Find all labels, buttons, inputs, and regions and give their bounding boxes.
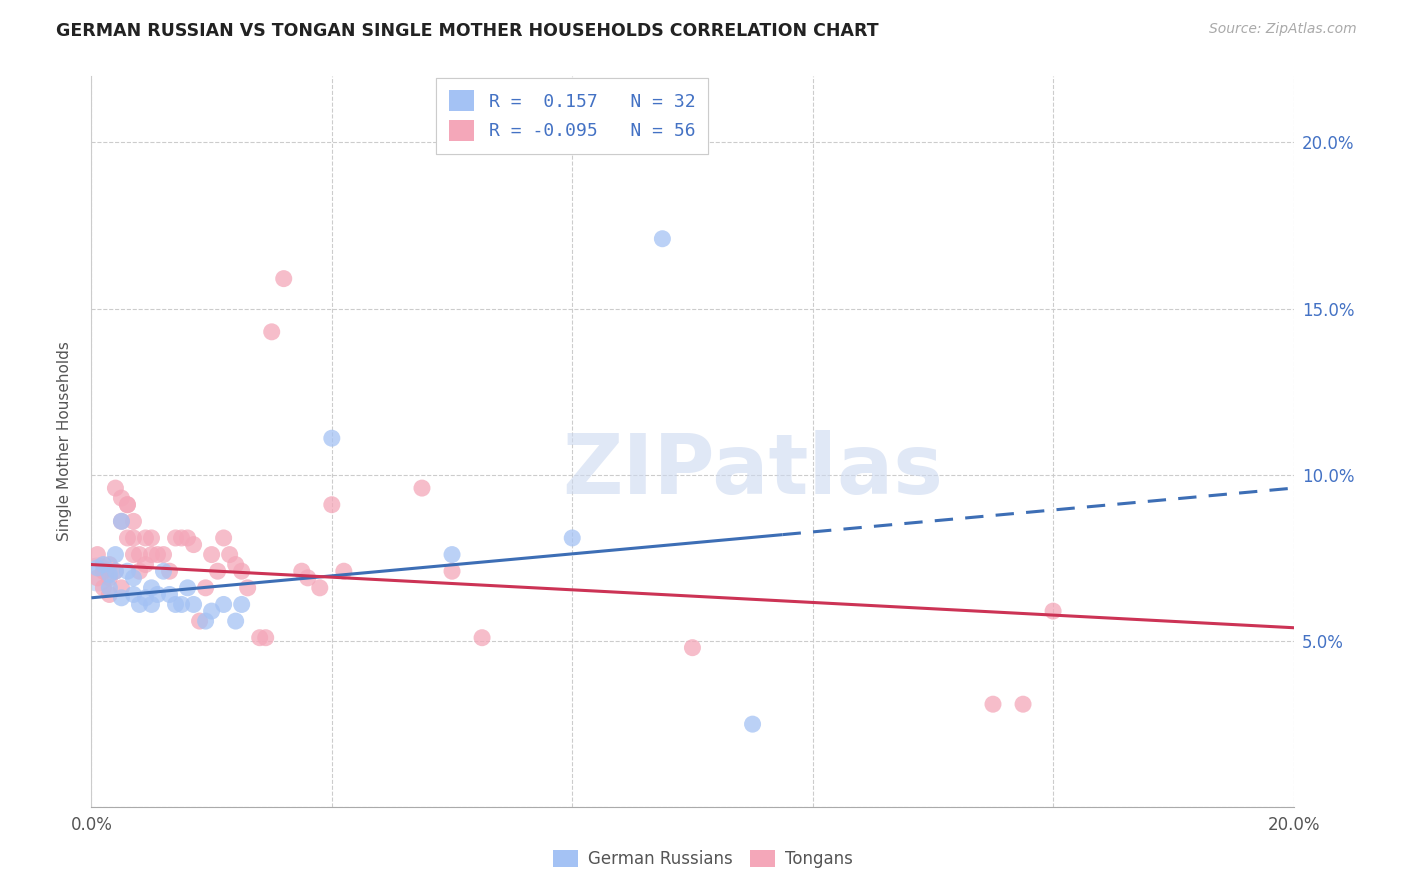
- Legend: German Russians, Tongans: German Russians, Tongans: [547, 843, 859, 875]
- Point: [176, 531, 198, 545]
- Point: [1012, 697, 1035, 711]
- Point: [117, 564, 139, 578]
- Point: [681, 640, 703, 655]
- Point: [170, 531, 193, 545]
- Point: [260, 325, 283, 339]
- Point: [273, 271, 295, 285]
- Point: [98, 567, 121, 582]
- Point: [176, 581, 198, 595]
- Point: [98, 587, 121, 601]
- Point: [141, 598, 163, 612]
- Point: [93, 558, 115, 572]
- Point: [117, 498, 139, 512]
- Point: [146, 548, 169, 562]
- Point: [212, 531, 235, 545]
- Point: [104, 564, 127, 578]
- Point: [146, 587, 169, 601]
- Point: [291, 564, 314, 578]
- Point: [321, 431, 343, 445]
- Point: [201, 548, 224, 562]
- Point: [141, 531, 163, 545]
- Point: [471, 631, 494, 645]
- Point: [1042, 604, 1064, 618]
- Point: [440, 564, 463, 578]
- Point: [231, 598, 253, 612]
- Point: [159, 587, 181, 601]
- Point: [194, 581, 217, 595]
- Point: [411, 481, 433, 495]
- Point: [188, 614, 211, 628]
- Point: [741, 717, 763, 731]
- Point: [231, 564, 253, 578]
- Point: [321, 498, 343, 512]
- Point: [165, 598, 187, 612]
- Point: [128, 548, 150, 562]
- Point: [212, 598, 235, 612]
- Text: Source: ZipAtlas.com: Source: ZipAtlas.com: [1209, 22, 1357, 37]
- Point: [249, 631, 271, 645]
- Point: [122, 571, 145, 585]
- Point: [440, 548, 463, 562]
- Point: [98, 581, 121, 595]
- Point: [98, 558, 121, 572]
- Text: ZIPatlas: ZIPatlas: [562, 430, 943, 511]
- Point: [104, 564, 127, 578]
- Point: [128, 564, 150, 578]
- Point: [152, 564, 174, 578]
- Point: [122, 548, 145, 562]
- Legend: R =  0.157   N = 32, R = -0.095   N = 56: R = 0.157 N = 32, R = -0.095 N = 56: [436, 78, 709, 153]
- Point: [134, 531, 156, 545]
- Point: [561, 531, 583, 545]
- Point: [104, 481, 127, 495]
- Text: GERMAN RUSSIAN VS TONGAN SINGLE MOTHER HOUSEHOLDS CORRELATION CHART: GERMAN RUSSIAN VS TONGAN SINGLE MOTHER H…: [56, 22, 879, 40]
- Point: [981, 697, 1004, 711]
- Point: [201, 604, 224, 618]
- Point: [86, 548, 108, 562]
- Point: [165, 531, 187, 545]
- Point: [651, 232, 673, 246]
- Point: [225, 614, 247, 628]
- Point: [207, 564, 229, 578]
- Point: [333, 564, 356, 578]
- Point: [225, 558, 247, 572]
- Point: [170, 598, 193, 612]
- Point: [134, 591, 156, 605]
- Y-axis label: Single Mother Households: Single Mother Households: [58, 342, 72, 541]
- Point: [297, 571, 319, 585]
- Point: [86, 561, 108, 575]
- Point: [134, 558, 156, 572]
- Point: [110, 514, 132, 528]
- Point: [122, 587, 145, 601]
- Point: [183, 598, 205, 612]
- Point: [152, 548, 174, 562]
- Point: [122, 531, 145, 545]
- Point: [93, 564, 115, 578]
- Point: [194, 614, 217, 628]
- Point: [86, 571, 108, 585]
- Point: [254, 631, 277, 645]
- Point: [110, 514, 132, 528]
- Point: [110, 581, 132, 595]
- Point: [183, 538, 205, 552]
- Point: [117, 498, 139, 512]
- Point: [141, 548, 163, 562]
- Point: [86, 567, 108, 582]
- Point: [308, 581, 330, 595]
- Point: [98, 571, 121, 585]
- Point: [218, 548, 240, 562]
- Point: [117, 531, 139, 545]
- Point: [93, 581, 115, 595]
- Point: [128, 598, 150, 612]
- Point: [141, 581, 163, 595]
- Point: [110, 591, 132, 605]
- Point: [236, 581, 259, 595]
- Point: [110, 491, 132, 505]
- Point: [104, 548, 127, 562]
- Point: [159, 564, 181, 578]
- Point: [122, 514, 145, 528]
